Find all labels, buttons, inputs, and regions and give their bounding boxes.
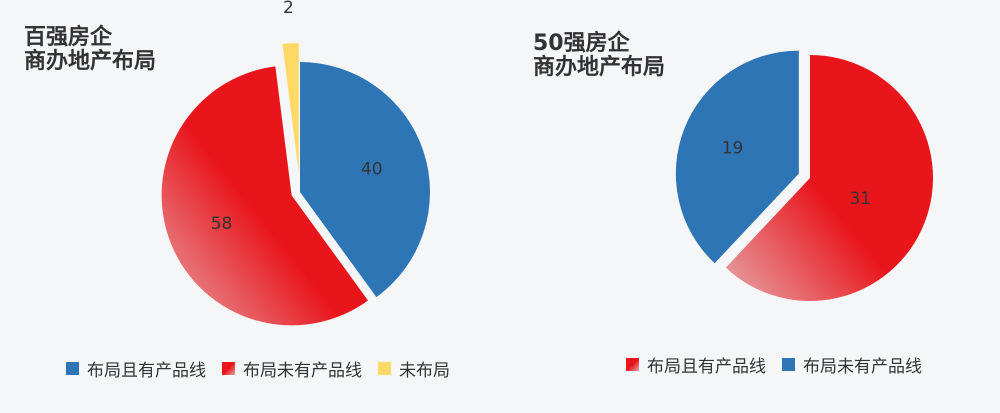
data-label: 2 — [283, 0, 294, 18]
chart-panel-top100: 百强房企 商办地产布局 40 58 2 布局且有产品线 布局未有产品线 未布局 — [24, 0, 466, 381]
data-label: 40 — [361, 160, 383, 180]
data-label: 31 — [849, 189, 871, 209]
pie-slice — [300, 62, 430, 298]
legend-item: 布局未有产品线 — [222, 356, 362, 381]
legend-swatch — [222, 362, 235, 375]
data-label: 19 — [722, 138, 744, 158]
legend-swatch — [378, 362, 391, 375]
legend-swatch — [782, 358, 795, 371]
legend-item: 布局且有产品线 — [66, 356, 206, 381]
pie-chart-top50: 31 19 — [675, 50, 933, 302]
legend: 布局且有产品线 布局未有产品线 — [626, 352, 938, 377]
chart-panel-top50: 50强房企 商办地产布局 31 19 布局且有产品线 布局未有产品线 — [500, 0, 1000, 413]
legend-label: 未布局 — [399, 361, 450, 381]
legend-swatch — [626, 358, 639, 371]
chart-title: 50强房企 商办地产布局 — [533, 32, 665, 80]
legend: 布局且有产品线 布局未有产品线 未布局 — [66, 356, 466, 381]
pie-chart-top100: 40 58 2 — [161, 0, 430, 326]
pie-slice — [675, 50, 799, 264]
chart-title: 百强房企 商办地产布局 — [24, 26, 156, 74]
legend-label: 布局未有产品线 — [803, 357, 922, 377]
legend-label: 布局且有产品线 — [647, 357, 766, 377]
legend-label: 布局且有产品线 — [87, 361, 206, 381]
pie-slice — [282, 43, 299, 174]
chart-title-line: 50强房企 — [533, 31, 630, 56]
chart-title-line: 百强房企 — [24, 25, 113, 50]
legend-swatch — [66, 362, 79, 375]
pie-slice — [725, 55, 933, 302]
legend-item: 布局且有产品线 — [626, 352, 766, 377]
legend-item: 布局未有产品线 — [782, 352, 922, 377]
legend-item: 未布局 — [378, 356, 450, 381]
legend-label: 布局未有产品线 — [243, 361, 362, 381]
pie-slice — [161, 66, 369, 326]
chart-title-line: 商办地产布局 — [533, 55, 666, 80]
chart-title-line: 商办地产布局 — [24, 49, 157, 74]
data-label: 58 — [211, 214, 233, 234]
